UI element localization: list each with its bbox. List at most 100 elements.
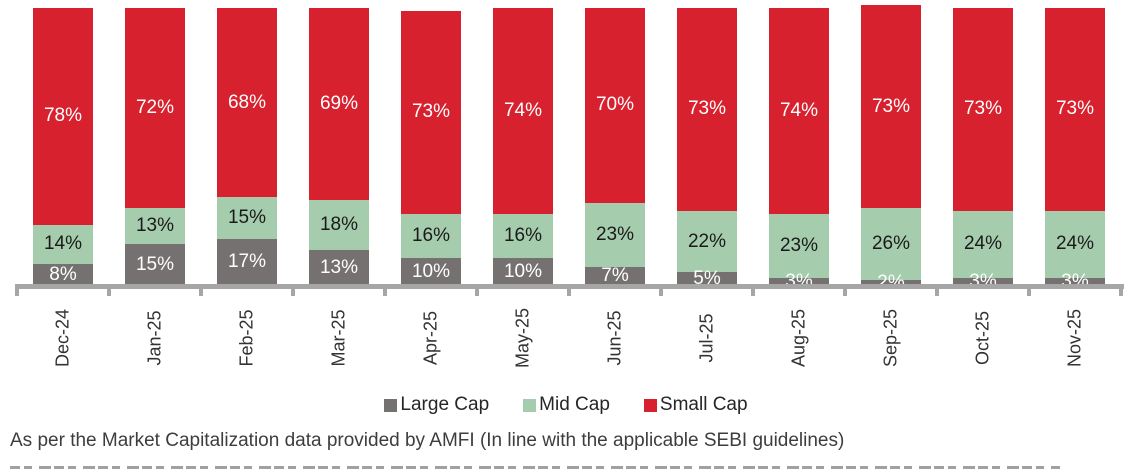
bar-segment-small-cap: 73% xyxy=(953,8,1013,211)
bar-segment-small-cap: 72% xyxy=(125,8,185,209)
legend-item-mid-cap: Mid Cap xyxy=(523,394,610,416)
x-axis-label: Jun-25 xyxy=(604,310,625,366)
x-axis-label: May-25 xyxy=(512,307,533,369)
bars: 8% 14% 78% 15% 13% 72% 17% 15% 68% 13% 18% 69% 10% 16… xyxy=(17,0,1121,293)
x-axis-label: Apr-25 xyxy=(420,310,441,366)
bar-value-label: 15% xyxy=(227,206,267,228)
axis-tick xyxy=(751,284,755,296)
axis-tick xyxy=(15,284,19,296)
bar-stack: 3% 24% 73% xyxy=(953,8,1013,291)
bar-value-label: 73% xyxy=(1055,98,1095,120)
bar-segment-mid-cap: 24% xyxy=(953,210,1013,278)
legend-label: Small Cap xyxy=(659,394,748,415)
bar-value-label: 16% xyxy=(503,224,543,246)
bar-stack: 17% 15% 68% xyxy=(217,8,277,286)
bar-segment-mid-cap: 18% xyxy=(309,199,369,250)
bar-segment-large-cap: 13% xyxy=(309,249,369,286)
bar-segment-mid-cap: 24% xyxy=(1045,210,1105,278)
axis-tick xyxy=(567,284,571,296)
bar-stack: 3% 24% 73% xyxy=(1045,8,1105,291)
bar-segment-small-cap: 73% xyxy=(677,8,737,211)
bar-column: 5% 22% 73% xyxy=(661,8,753,289)
bar-column: 10% 16% 74% xyxy=(477,8,569,286)
bar-column: 3% 24% 73% xyxy=(937,8,1029,291)
bar-stack: 10% 16% 73% xyxy=(401,10,461,286)
x-axis-label: Mar-25 xyxy=(328,309,349,367)
x-axis-label-cell: Feb-25 xyxy=(201,296,293,380)
x-axis-label-cell: Jan-25 xyxy=(109,296,201,380)
bar-column: 10% 16% 73% xyxy=(385,10,477,286)
x-axis-label-cell: Oct-25 xyxy=(937,296,1029,380)
axis-tick xyxy=(199,284,203,296)
bar-segment-small-cap: 69% xyxy=(309,8,369,200)
x-axis-label-cell: Apr-25 xyxy=(385,296,477,380)
legend-swatch-icon xyxy=(643,398,657,412)
bar-value-label: 74% xyxy=(779,99,819,121)
bar-segment-small-cap: 68% xyxy=(217,8,277,198)
bar-stack: 13% 18% 69% xyxy=(309,8,369,286)
bar-value-label: 13% xyxy=(135,215,175,237)
bar-stack: 15% 13% 72% xyxy=(125,8,185,286)
bar-value-label: 18% xyxy=(319,213,359,235)
bar-stack: 2% 26% 73% xyxy=(861,5,921,293)
bar-column: 8% 14% 78% xyxy=(17,8,109,286)
bar-value-label: 23% xyxy=(779,234,819,256)
bar-value-label: 24% xyxy=(963,233,1003,255)
axis-tick xyxy=(843,284,847,296)
bar-value-label: 10% xyxy=(411,261,451,283)
bar-column: 3% 24% 73% xyxy=(1029,8,1121,291)
bar-segment-small-cap: 73% xyxy=(1045,8,1105,211)
bar-segment-mid-cap: 23% xyxy=(585,202,645,267)
bar-value-label: 22% xyxy=(687,230,727,252)
bar-segment-small-cap: 78% xyxy=(33,8,93,225)
bar-value-label: 68% xyxy=(227,91,267,113)
bar-value-label: 13% xyxy=(319,256,359,278)
bar-value-label: 15% xyxy=(135,254,175,276)
legend-label: Large Cap xyxy=(400,394,490,415)
legend-item-small-cap: Small Cap xyxy=(643,394,748,416)
footer-note: As per the Market Capitalization data pr… xyxy=(10,430,845,451)
bar-segment-large-cap: 15% xyxy=(125,244,185,286)
bar-segment-mid-cap: 13% xyxy=(125,208,185,245)
bar-segment-mid-cap: 15% xyxy=(217,197,277,239)
bar-value-label: 8% xyxy=(49,263,77,285)
bar-value-label: 74% xyxy=(503,99,543,121)
x-axis-label-cell: Jul-25 xyxy=(661,296,753,380)
x-axis-label-cell: Dec-24 xyxy=(17,296,109,380)
bar-segment-small-cap: 73% xyxy=(861,5,921,209)
x-axis-label: Nov-25 xyxy=(1064,308,1085,368)
bar-stack: 3% 23% 74% xyxy=(769,8,829,291)
bar-stack: 5% 22% 73% xyxy=(677,8,737,289)
x-axis-label-cell: Jun-25 xyxy=(569,296,661,380)
bar-segment-small-cap: 73% xyxy=(401,10,461,214)
bar-value-label: 26% xyxy=(871,233,911,255)
x-axis-label: Aug-25 xyxy=(788,308,809,368)
x-axis-label: Feb-25 xyxy=(236,309,257,367)
bar-column: 13% 18% 69% xyxy=(293,8,385,286)
axis-tick xyxy=(935,284,939,296)
legend-label: Mid Cap xyxy=(539,394,610,415)
bar-segment-mid-cap: 16% xyxy=(493,213,553,259)
legend-item-large-cap: Large Cap xyxy=(384,394,489,416)
bar-segment-large-cap: 8% xyxy=(33,263,93,286)
x-axis-label-cell: Nov-25 xyxy=(1029,296,1121,380)
x-axis-label: Sep-25 xyxy=(880,308,901,368)
bar-value-label: 24% xyxy=(1055,233,1095,255)
bar-segment-large-cap: 17% xyxy=(217,238,277,286)
x-axis-label-cell: Mar-25 xyxy=(293,296,385,380)
bar-value-label: 73% xyxy=(411,101,451,123)
bar-segment-mid-cap: 22% xyxy=(677,210,737,273)
x-axis-label-cell: May-25 xyxy=(477,296,569,380)
axis-tick xyxy=(659,284,663,296)
x-axis-label-cell: Aug-25 xyxy=(753,296,845,380)
bar-value-label: 72% xyxy=(135,97,175,119)
bar-value-label: 17% xyxy=(227,251,267,273)
bar-segment-large-cap: 10% xyxy=(493,258,553,286)
axis-tick xyxy=(291,284,295,296)
legend: Large Cap Mid Cap Small Cap xyxy=(0,394,1132,416)
bar-value-label: 70% xyxy=(595,94,635,116)
axis-tick xyxy=(1027,284,1031,296)
bar-segment-mid-cap: 23% xyxy=(769,213,829,278)
bar-stack: 10% 16% 74% xyxy=(493,8,553,286)
bar-stack: 7% 23% 70% xyxy=(585,8,645,286)
